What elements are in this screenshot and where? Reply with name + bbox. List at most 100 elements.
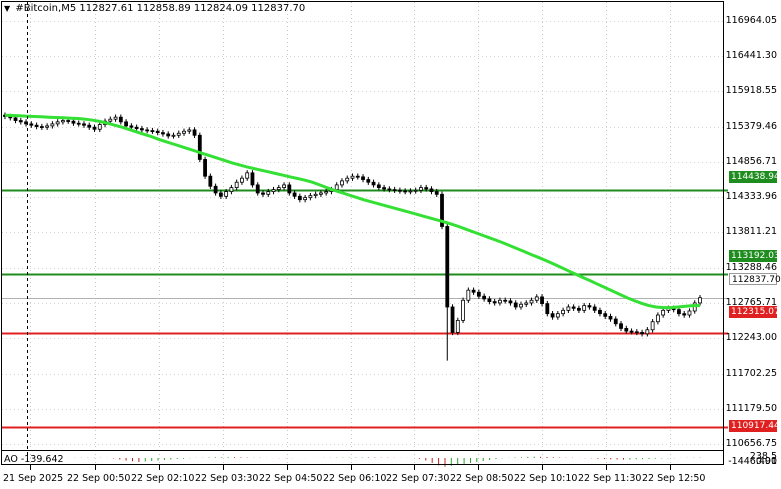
candle-body [382,187,386,190]
candle-body [187,129,192,132]
price-label: 112243.00 [725,331,777,343]
level-tag-110917: 110917.44 [729,420,780,432]
candle-body [555,313,560,318]
horizontal-levels [2,189,728,429]
candle-body [134,126,139,129]
level-tag-114438: 114438.94 [729,171,780,183]
candle-body [450,306,455,333]
time-label: 22 Sep 07:30 [386,473,450,484]
candle-body [303,197,308,201]
candle-body [482,295,487,300]
ao-axis-top: 238.5 [749,451,777,462]
candle-body [592,306,597,311]
candle-body [334,184,339,191]
candle-body [534,296,539,301]
price-label: 110656.75 [725,438,777,449]
candle-body [150,130,155,132]
candle-body [476,291,481,297]
candle-body [571,306,576,309]
candle-body [513,302,518,308]
candle-body [61,120,65,123]
candle-body [345,177,350,182]
candle-body [461,299,465,321]
chart-grid [2,2,723,470]
candle-body [455,319,460,333]
time-label: 22 Sep 04:50 [259,473,323,484]
candle-body [92,126,97,130]
candle-body [240,177,244,183]
ao-axis-zero: 0.00 [755,456,777,467]
candle-body [361,176,365,180]
candle-body [145,129,150,132]
candle-body [55,121,60,125]
candle-body [76,122,81,125]
ohlc-values: 112827.61 112858.89 112824.09 112837.70 [79,3,306,14]
candle-body [29,123,34,126]
candle-body [218,192,223,197]
triangle-down-icon: ▼ [4,4,11,13]
time-label: 22 Sep 12:50 [642,473,706,484]
candle-body [619,323,623,329]
candle-body [376,184,381,188]
candle-body [598,309,602,315]
moving-average-line [4,113,700,310]
candle-body [66,120,71,122]
candle-body [566,306,571,311]
candle-body [266,191,271,195]
candle-body [308,195,313,199]
candle-body [250,172,255,186]
candle-body [529,299,534,304]
price-label: 114333.96 [725,191,777,203]
price-label: 112765.71 [725,296,777,308]
candle-body [550,313,555,318]
time-label: 22 Sep 03:30 [195,473,259,484]
candle-body [108,118,113,122]
candle-body [176,132,181,136]
candle-body [582,305,587,311]
price-label: 111702.25 [725,367,777,379]
candle-body [640,332,644,335]
candle-body [650,321,655,331]
time-label: 22 Sep 00:50 [67,473,131,484]
price-label: 111179.50 [725,402,777,414]
ao-histogram [4,456,701,467]
candle-body [319,192,323,195]
candle-body [276,187,281,191]
candle-body [192,129,197,136]
candle-body [577,307,581,311]
candle-body [197,134,202,160]
candle-body [645,329,650,335]
candle-body [471,289,476,293]
candle-body [661,309,666,316]
candle-body [603,313,608,317]
candle-body [255,184,260,194]
candle-body [313,193,318,197]
candle-body [171,134,176,137]
candle-body [245,172,250,179]
candle-body [261,192,265,195]
time-label: 22 Sep 11:30 [578,473,642,484]
candle-body [587,305,592,308]
candle-body [18,120,23,123]
price-label: 116441.30 [725,50,777,62]
candle-body [97,124,102,130]
candle-body [229,187,234,193]
candle-body [340,180,344,186]
candle-body [403,190,408,193]
candles [3,112,702,361]
candle-body [561,309,566,315]
candle-body [434,191,439,195]
current-price-tag: 112837.70 [729,273,781,285]
candle-body [297,195,302,201]
candle-body [540,296,544,305]
candle-body [524,302,529,305]
candle-body [387,188,392,191]
candle-body [629,330,634,333]
candle-body [687,310,692,316]
candle-body [139,128,144,131]
time-label: 22 Sep 10:10 [514,473,578,484]
candle-body [413,189,418,192]
price-label: 115918.55 [725,85,777,97]
candle-body [677,309,681,315]
